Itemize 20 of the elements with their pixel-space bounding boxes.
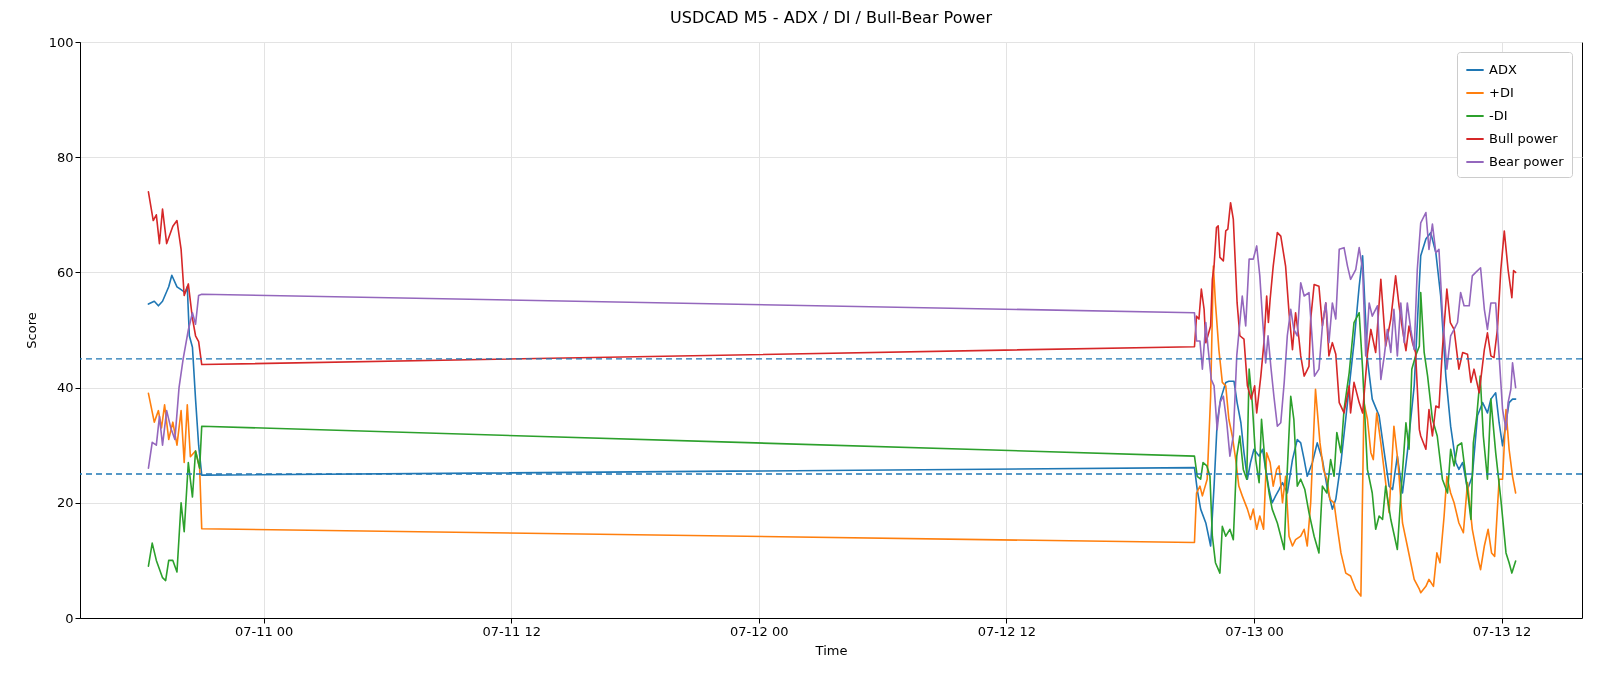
- y-tick-label: 0: [65, 610, 74, 626]
- y-tick-label: 80: [56, 149, 74, 165]
- x-tick-label: 07-13 12: [1472, 623, 1532, 639]
- chart-title: USDCAD M5 - ADX / DI / Bull-Bear Power: [670, 8, 993, 27]
- y-tick-label: 20: [56, 495, 74, 511]
- legend-label: -DI: [1489, 108, 1508, 123]
- x-tick-label: 07-12 00: [730, 623, 789, 639]
- x-tick-label: 07-12 12: [977, 623, 1037, 639]
- x-tick-label: 07-11 12: [482, 623, 541, 639]
- legend-label: ADX: [1489, 62, 1517, 77]
- y-axis-title: Score: [23, 312, 39, 349]
- y-tick-label: 60: [56, 264, 74, 280]
- x-tick-label: 07-13 00: [1225, 623, 1284, 639]
- x-axis-title: Time: [814, 642, 848, 658]
- legend-label: Bear power: [1489, 154, 1565, 169]
- y-tick-label: 40: [56, 380, 74, 396]
- legend-label: +DI: [1489, 85, 1514, 100]
- y-tick-label: 100: [48, 34, 74, 50]
- legend-label: Bull power: [1489, 131, 1559, 146]
- x-tick-label: 07-11 00: [234, 623, 294, 639]
